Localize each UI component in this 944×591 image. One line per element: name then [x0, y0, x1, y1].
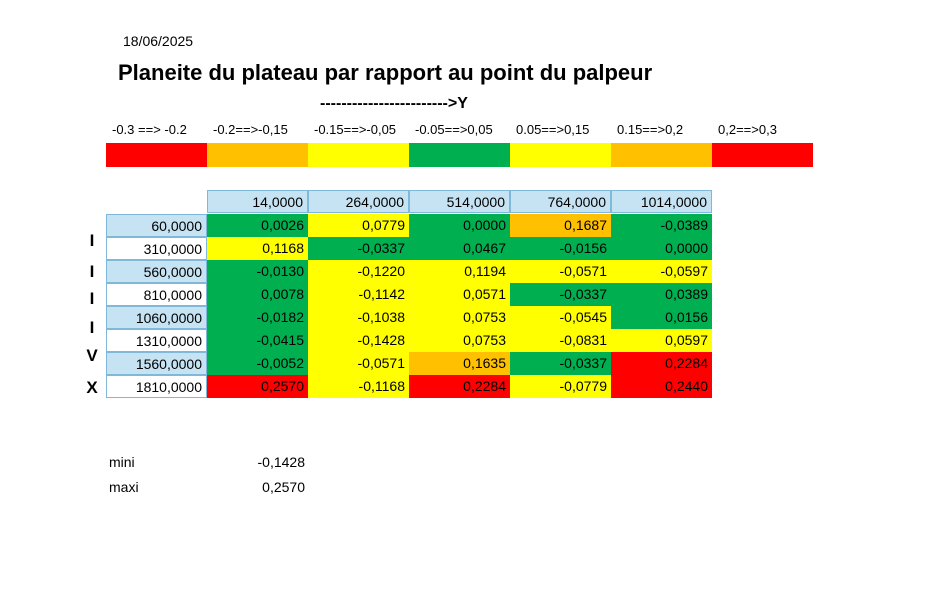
table-cell: 0,2284: [611, 352, 712, 375]
date-label: 18/06/2025: [123, 33, 194, 49]
legend-label: -0.2==>-0,15: [213, 122, 288, 137]
table-cell: -0,1168: [308, 375, 409, 398]
table-cell: -0,0156: [510, 237, 611, 260]
table-cell: -0,0831: [510, 329, 611, 352]
table-cell: 0,1635: [409, 352, 510, 375]
row-header: 560,0000: [106, 260, 207, 283]
table-cell: -0,1038: [308, 306, 409, 329]
stat-value: -0,1428: [257, 454, 305, 470]
table-cell: -0,0597: [611, 260, 712, 283]
legend-label: -0.05==>0,05: [415, 122, 493, 137]
column-header: 264,0000: [308, 190, 409, 213]
table-cell: -0,0389: [611, 214, 712, 237]
table-cell: 0,0779: [308, 214, 409, 237]
x-axis-letter: I: [89, 262, 95, 281]
table-cell: 0,0597: [611, 329, 712, 352]
row-header: 1310,0000: [106, 329, 207, 352]
x-axis-letter: I: [89, 318, 95, 337]
legend-label: 0,2==>0,3: [718, 122, 777, 137]
table-cell: 0,0753: [409, 329, 510, 352]
table-cell: -0,0571: [308, 352, 409, 375]
table-cell: -0,0182: [207, 306, 308, 329]
table-cell: -0,0571: [510, 260, 611, 283]
stat-value: 0,2570: [262, 479, 305, 495]
table-cell: -0,0415: [207, 329, 308, 352]
legend-swatch: [308, 143, 409, 167]
table-cell: -0,0337: [308, 237, 409, 260]
table-cell: 0,0156: [611, 306, 712, 329]
table-cell: 0,0467: [409, 237, 510, 260]
table-cell: -0,1142: [308, 283, 409, 306]
table-cell: -0,1220: [308, 260, 409, 283]
table-cell: 0,0753: [409, 306, 510, 329]
table-cell: 0,1194: [409, 260, 510, 283]
column-header: 764,0000: [510, 190, 611, 213]
legend-label: -0.15==>-0,05: [314, 122, 397, 137]
row-header: 60,0000: [106, 214, 207, 237]
table-cell: 0,0389: [611, 283, 712, 306]
column-header: 14,0000: [207, 190, 308, 213]
table-cell: 0,0000: [611, 237, 712, 260]
legend-label: -0.3 ==> -0.2: [112, 122, 187, 137]
table-cell: 0,0078: [207, 283, 308, 306]
legend-swatch: [409, 143, 510, 167]
legend-swatch: [106, 143, 207, 167]
x-axis-letter: I: [89, 231, 95, 250]
table-cell: 0,2440: [611, 375, 712, 398]
row-header: 810,0000: [106, 283, 207, 306]
page-title: Planeite du plateau par rapport au point…: [118, 60, 653, 85]
legend-swatch: [611, 143, 712, 167]
column-header: 1014,0000: [611, 190, 712, 213]
row-header: 1560,0000: [106, 352, 207, 375]
row-header: 1060,0000: [106, 306, 207, 329]
column-header: 514,0000: [409, 190, 510, 213]
table-cell: -0,0130: [207, 260, 308, 283]
legend-label: 0.05==>0,15: [516, 122, 590, 137]
table-cell: -0,0545: [510, 306, 611, 329]
table-cell: -0,0779: [510, 375, 611, 398]
table-cell: 0,2570: [207, 375, 308, 398]
table-cell: 0,0000: [409, 214, 510, 237]
legend-swatch: [712, 143, 813, 167]
stat-label: mini: [109, 454, 135, 470]
table-cell: 0,2284: [409, 375, 510, 398]
legend-swatch: [510, 143, 611, 167]
x-axis-letter: V: [86, 346, 98, 365]
x-axis-letter: I: [89, 289, 95, 308]
table-cell: -0,0052: [207, 352, 308, 375]
row-header: 310,0000: [106, 237, 207, 260]
table-cell: -0,0337: [510, 352, 611, 375]
y-axis-arrow: ------------------------>Y: [320, 95, 468, 112]
table-cell: -0,0337: [510, 283, 611, 306]
x-axis-letter: X: [86, 378, 98, 397]
table-cell: -0,1428: [308, 329, 409, 352]
legend-swatch: [207, 143, 308, 167]
table-cell: 0,0026: [207, 214, 308, 237]
row-header: 1810,0000: [106, 375, 207, 398]
legend-label: 0.15==>0,2: [617, 122, 684, 137]
table-cell: 0,1687: [510, 214, 611, 237]
table-cell: 0,1168: [207, 237, 308, 260]
table-cell: 0,0571: [409, 283, 510, 306]
stat-label: maxi: [109, 479, 139, 495]
